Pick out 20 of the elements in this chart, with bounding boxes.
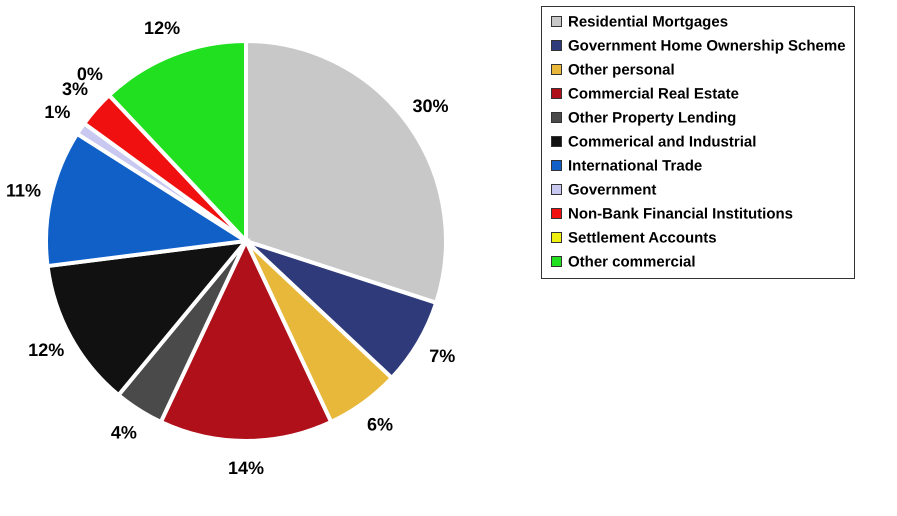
data-label: 1% — [44, 102, 70, 122]
legend-label: International Trade — [568, 158, 702, 174]
legend-label: Commerical and Industrial — [568, 134, 756, 150]
legend-label: Government Home Ownership Scheme — [568, 38, 846, 54]
legend-label: Other Property Lending — [568, 110, 736, 126]
data-label: 14% — [228, 458, 264, 478]
data-label: 12% — [144, 18, 180, 38]
data-label: 6% — [367, 414, 394, 434]
legend-label: Settlement Accounts — [568, 230, 717, 246]
legend-label: Residential Mortgages — [568, 14, 728, 30]
legend-label: Non-Bank Financial Institutions — [568, 206, 794, 222]
legend-label: Other personal — [568, 62, 675, 78]
legend-label: Government — [568, 182, 656, 198]
legend-label: Other commercial — [568, 254, 696, 270]
legend-label: Commercial Real Estate — [568, 86, 739, 102]
data-label: 12% — [28, 340, 64, 360]
data-label: 11% — [6, 180, 42, 200]
data-label: 4% — [110, 422, 137, 443]
data-label: 7% — [429, 346, 456, 366]
data-label: 30% — [412, 96, 448, 116]
